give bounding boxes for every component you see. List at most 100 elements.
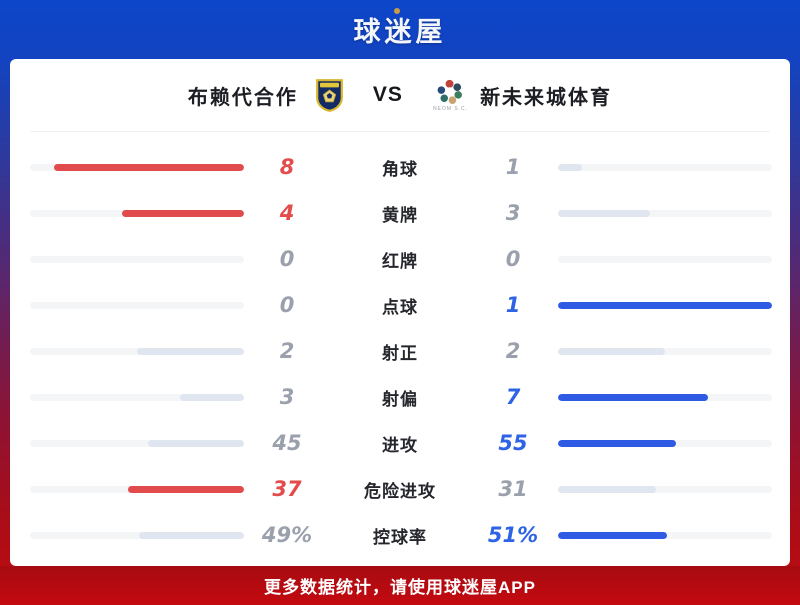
- app-logo: 球迷屋: [353, 8, 447, 49]
- home-stat-value: 0: [279, 293, 295, 317]
- home-stat-bar: [30, 393, 244, 401]
- away-stat-bar-track: [558, 209, 772, 217]
- home-stat-bar: [30, 209, 244, 217]
- home-stat-bar-track: [30, 393, 244, 401]
- home-stat-bar-track: [30, 163, 244, 171]
- stat-label: 控球率: [373, 527, 427, 547]
- stat-label: 射偏: [382, 389, 418, 409]
- stat-row: 0 红牌 0: [10, 236, 790, 282]
- home-stat-bar-track: [30, 439, 244, 447]
- stat-row: 3 射偏 7: [10, 374, 790, 420]
- stat-label: 黄牌: [382, 205, 418, 225]
- away-stat-bar-fill: [558, 485, 656, 493]
- app-logo-text: 球迷屋: [353, 17, 447, 48]
- home-stat-value: 4: [279, 201, 295, 225]
- away-stat-bar-fill: [558, 393, 708, 401]
- home-stat-bar-fill: [139, 531, 244, 539]
- away-stat-bar-fill: [558, 439, 676, 447]
- away-stat-bar-fill: [558, 531, 668, 539]
- home-stat-bar-fill: [121, 209, 244, 217]
- away-stat-value: 2: [505, 339, 521, 363]
- away-stat-bar-fill: [558, 347, 665, 355]
- home-stat-bar: [30, 163, 244, 171]
- away-stat-bar: [558, 439, 772, 447]
- stat-row: 0 点球 1: [10, 282, 790, 328]
- home-stat-bar-fill: [127, 485, 244, 493]
- home-stat-bar-track: [30, 485, 244, 493]
- away-stat-value: 0: [505, 247, 521, 271]
- away-stat-value: 1: [505, 293, 521, 317]
- stat-row: 2 射正 2: [10, 328, 790, 374]
- away-stat-bar: [558, 255, 772, 263]
- away-team-emblem-icon: [437, 79, 462, 104]
- home-stat-value: 0: [279, 247, 295, 271]
- away-team-logo: NEOM S.C.: [433, 79, 468, 112]
- stat-row: 8 角球 1: [10, 144, 790, 190]
- away-stat-bar: [558, 301, 772, 309]
- home-stat-value: 37: [272, 477, 302, 501]
- footer-promo-text: 更多数据统计，请使用球迷屋APP: [264, 578, 536, 597]
- stat-row: 45 进攻 55: [10, 420, 790, 466]
- home-stat-bar: [30, 347, 244, 355]
- home-stat-bar-fill: [53, 163, 244, 171]
- home-stat-bar: [30, 439, 244, 447]
- home-stat-bar: [30, 531, 244, 539]
- away-stat-bar: [558, 347, 772, 355]
- away-stat-bar-track: [558, 347, 772, 355]
- away-stat-value: 3: [505, 201, 521, 225]
- home-stat-bar-fill: [147, 439, 244, 447]
- home-stat-bar-track: [30, 531, 244, 539]
- away-stat-bar-track: [558, 485, 772, 493]
- home-stat-bar-track: [30, 255, 244, 263]
- home-stat-value: 3: [279, 385, 295, 409]
- stat-label: 点球: [382, 297, 418, 317]
- stat-row: 49% 控球率 51%: [10, 512, 790, 558]
- app-header: 球迷屋: [0, 0, 800, 59]
- away-stat-bar-track: [558, 531, 772, 539]
- home-stat-bar: [30, 255, 244, 263]
- away-stat-value: 31: [498, 477, 528, 501]
- away-stat-bar: [558, 163, 772, 171]
- match-header: 布赖代合作 VS: [10, 59, 790, 131]
- home-stat-bar-track: [30, 347, 244, 355]
- home-stat-bar-track: [30, 209, 244, 217]
- home-stat-bar-fill: [137, 347, 244, 355]
- stat-label: 角球: [382, 159, 418, 179]
- stat-row: 4 黄牌 3: [10, 190, 790, 236]
- away-stat-value: 1: [505, 155, 521, 179]
- away-stat-bar-fill: [558, 163, 582, 171]
- away-stat-value: 51%: [487, 523, 539, 547]
- home-team-name: 布赖代合作: [187, 86, 298, 109]
- away-stat-value: 7: [505, 385, 521, 409]
- away-stat-bar-fill: [558, 301, 772, 309]
- vs-label: VS: [372, 83, 403, 106]
- stat-label: 进攻: [382, 435, 418, 455]
- home-stat-value: 8: [279, 155, 295, 179]
- home-stat-value: 49%: [261, 523, 313, 547]
- away-stat-bar-track: [558, 255, 772, 263]
- home-stat-bar-track: [30, 301, 244, 309]
- away-stat-bar: [558, 209, 772, 217]
- away-stat-bar-track: [558, 393, 772, 401]
- away-stat-bar: [558, 531, 772, 539]
- away-stat-bar-track: [558, 163, 772, 171]
- home-stat-bar-fill: [179, 393, 244, 401]
- stat-label: 射正: [382, 343, 418, 363]
- away-stat-bar-track: [558, 301, 772, 309]
- stats-card: 布赖代合作 VS: [10, 59, 790, 566]
- home-stat-bar: [30, 485, 244, 493]
- away-stat-bar-track: [558, 439, 772, 447]
- logo-dot-icon: [394, 8, 401, 14]
- stat-row: 37 危险进攻 31: [10, 466, 790, 512]
- away-team-name: 新未来城体育: [480, 86, 613, 109]
- home-stat-value: 2: [279, 339, 295, 363]
- header-divider: [30, 131, 770, 132]
- app-footer: 更多数据统计，请使用球迷屋APP: [0, 566, 800, 605]
- home-stat-bar: [30, 301, 244, 309]
- home-stat-value: 45: [272, 431, 302, 455]
- stats-list: 8 角球 1 4 黄牌 3 0 红牌 0: [10, 132, 790, 558]
- away-stat-bar: [558, 393, 772, 401]
- stat-label: 危险进攻: [364, 481, 436, 501]
- away-stat-bar-fill: [558, 209, 650, 217]
